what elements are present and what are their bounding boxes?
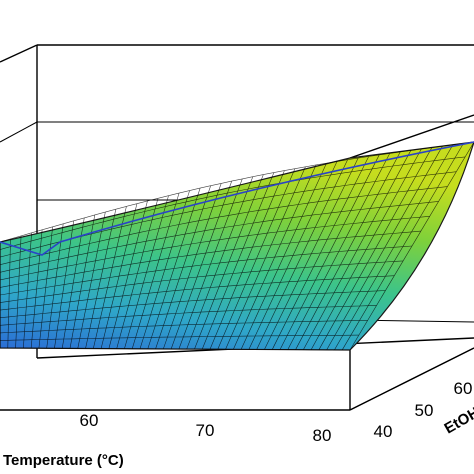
wall-grid-line — [0, 121, 38, 143]
x-tick-label: 60 — [80, 411, 99, 430]
surface-fill — [0, 141, 474, 351]
x-axis: 60 70 80 Temperature (°C) — [3, 411, 331, 469]
y-tick-label: 50 — [415, 401, 434, 420]
mesh-line — [0, 290, 386, 318]
surface-mesh — [0, 141, 474, 351]
mesh-line — [0, 334, 359, 341]
response-surface — [0, 141, 474, 351]
y-axis: 40 50 60 EtOH — [349, 347, 474, 441]
mesh-line — [0, 260, 404, 303]
mesh-line — [0, 201, 439, 273]
box-edge-top-left — [0, 44, 38, 63]
mesh-line — [0, 245, 413, 296]
y-axis-line — [349, 347, 474, 411]
mesh-line — [0, 156, 466, 250]
x-axis-title: Temperature (°C) — [3, 452, 124, 469]
mesh-line — [0, 186, 448, 265]
x-tick-label: 70 — [196, 421, 215, 440]
mesh-line — [0, 141, 474, 243]
mesh-line — [0, 347, 350, 351]
y-tick-label: 60 — [454, 379, 473, 398]
mesh-line — [0, 275, 395, 311]
mesh-line — [0, 305, 377, 326]
mesh-line — [0, 320, 368, 334]
mesh-line — [0, 216, 430, 281]
y-axis-title: EtOH — [442, 404, 474, 437]
x-tick-label: 80 — [313, 426, 332, 445]
surface-ridge-line — [0, 141, 474, 256]
mesh-line — [0, 230, 421, 288]
y-tick-label: 40 — [374, 422, 393, 441]
